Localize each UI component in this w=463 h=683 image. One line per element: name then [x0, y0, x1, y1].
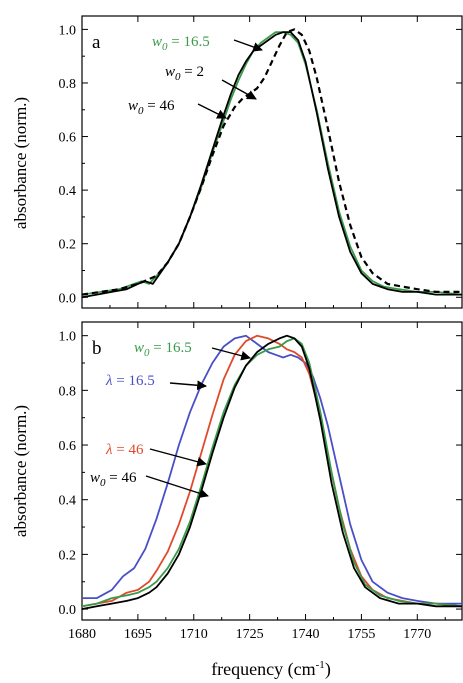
y-tick-label-b-0.4: 0.4	[59, 494, 77, 509]
annotation-a-w0-16-5-arrow	[233, 39, 263, 52]
series-b-lambda-46	[82, 334, 462, 608]
series-a-w0-16-5	[82, 31, 462, 296]
annotation-b-w0-46-arrow	[145, 475, 209, 498]
annotation-a-w0-2: w0 = 2	[165, 64, 257, 100]
annotation-sub: 0	[100, 477, 106, 489]
y-tick-label-b-0.0: 0.0	[59, 603, 77, 618]
annotation-var: λ	[105, 373, 113, 389]
annotation-a-w0-16-5: w0 = 16.5	[152, 34, 263, 53]
annotation-var: w	[134, 340, 144, 356]
panel-a-ticks: 0.0 0.2 0.4 0.6 0.8 1.0	[59, 16, 462, 308]
annotation-value: = 46	[144, 98, 175, 114]
annotation-b-lambda-16-5-label: λ = 16.5	[105, 373, 155, 389]
annotation-a-w0-46-arrow	[197, 103, 227, 119]
annotation-sub: 0	[138, 105, 144, 117]
annotation-value: = 2	[181, 64, 204, 80]
annotation-value: = 46	[106, 470, 137, 486]
y-tick-label-b-0.8: 0.8	[59, 384, 77, 399]
x-axis-title-main: frequency (cm	[211, 659, 315, 680]
series-b-w0-16-5	[82, 337, 462, 608]
annotation-sub: 0	[175, 71, 181, 83]
panel-b: 1680 1695 1710 1725 1740 1755 1770 0.0 0.2 0.4 0.6…	[11, 321, 463, 680]
panel-a-curves	[82, 28, 462, 299]
annotation-value: = 16.5	[168, 34, 210, 50]
panel-b-curves	[82, 334, 462, 610]
annotation-var: w	[90, 470, 100, 486]
x-tick-label-1680: 1680	[68, 627, 96, 642]
annotation-a-w0-2-label: w0 = 2	[165, 64, 204, 83]
annotation-b-lambda-46-arrow	[149, 448, 207, 467]
series-a-w0-46	[82, 31, 462, 299]
panel-b-frame	[81, 321, 463, 621]
series-b-w0-46	[82, 334, 462, 610]
y-tick-label-a-0.8: 0.8	[59, 77, 77, 92]
panel-a-letter: a	[92, 32, 101, 53]
panel-a-frame	[81, 15, 463, 309]
panel-a: 0.00.20.40.60.81.0 a absorbance (norm.) …	[11, 15, 463, 309]
x-tick-label-1710: 1710	[180, 627, 208, 642]
x-tick-label-1695: 1695	[124, 627, 152, 642]
y-tick-label-a-0.0: 0.0	[59, 291, 77, 306]
y-tick-label-b-0.6: 0.6	[59, 439, 77, 454]
annotation-value: = 46	[113, 442, 144, 458]
x-tick-label-1770: 1770	[403, 627, 431, 642]
annotation-b-lambda-46: λ = 46	[105, 442, 207, 467]
series-a-w0-2	[82, 28, 462, 296]
annotation-var: w	[165, 64, 175, 80]
annotation-var: λ	[105, 442, 113, 458]
annotation-sub: 0	[144, 347, 150, 359]
x-tick-label-1755: 1755	[347, 627, 375, 642]
annotation-a-w0-16-5-label: w0 = 16.5	[152, 34, 210, 53]
annotation-sub: 0	[162, 41, 168, 53]
y-tick-label-b-0.2: 0.2	[59, 548, 77, 563]
panel-b-letter: b	[92, 338, 102, 359]
annotation-var: w	[152, 34, 162, 50]
annotation-a-w0-46-label: w0 = 46	[128, 98, 175, 117]
y-tick-label-a-0.6: 0.6	[59, 131, 77, 146]
annotation-b-lambda-46-label: λ = 46	[105, 442, 144, 458]
x-axis-title-sup: -1	[316, 659, 325, 671]
annotation-b-w0-16-5-arrow	[211, 347, 251, 361]
x-axis-title-end: )	[325, 659, 331, 680]
panel-b-ticks: 1680 1695 1710 1725 1740 1755 1770 0.0 0.2 0.4 0.6…	[59, 322, 462, 642]
x-axis-title: frequency (cm-1)	[211, 659, 331, 680]
y-tick-label-a-0.4: 0.4	[59, 184, 77, 199]
annotation-a-w0-2-arrow	[221, 79, 257, 100]
annotation-b-lambda-16-5-arrow	[169, 380, 207, 391]
annotation-b-w0-16-5-label: w0 = 16.5	[134, 340, 192, 359]
annotation-var: w	[128, 98, 138, 114]
annotation-b-lambda-16-5: λ = 16.5	[105, 373, 207, 391]
annotation-value: = 16.5	[113, 373, 155, 389]
y-tick-label-b-1.0: 1.0	[59, 330, 77, 345]
annotation-b-w0-16-5: w0 = 16.5	[134, 340, 251, 361]
annotation-b-w0-46: w0 = 46	[90, 470, 209, 498]
panel-b-ylabel: absorbance (norm.)	[11, 405, 30, 537]
series-b-lambda-16-5	[82, 334, 462, 605]
panel-a-ylabel: absorbance (norm.)	[11, 97, 30, 229]
y-tick-label-a-1.0: 1.0	[59, 23, 77, 38]
x-tick-label-1740: 1740	[292, 627, 320, 642]
y-tick-label-a-0.2: 0.2	[59, 238, 77, 253]
annotation-b-w0-46-label: w0 = 46	[90, 470, 137, 489]
x-tick-label-1725: 1725	[236, 627, 264, 642]
annotation-a-w0-46: w0 = 46	[128, 98, 227, 119]
annotation-value: = 16.5	[150, 340, 192, 356]
